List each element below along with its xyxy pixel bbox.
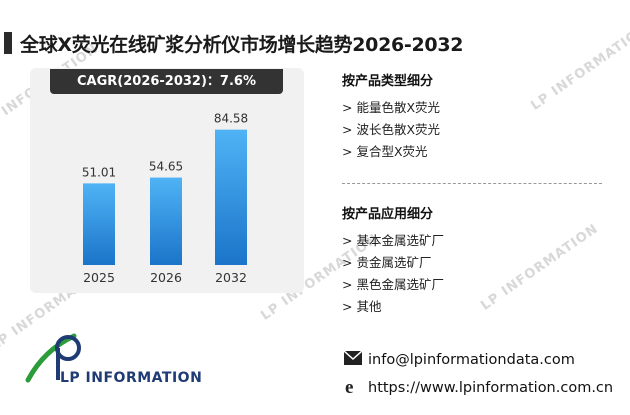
cagr-badge: CAGR(2026-2032)：7.6% — [50, 69, 283, 94]
x-tick-label: 2026 — [150, 270, 182, 285]
website-text: https://www.lpinformation.com.cn — [368, 380, 614, 396]
list-item: > 波长色散X荧光 — [342, 122, 441, 137]
list-item: > 基本金属选矿厂 — [342, 233, 444, 248]
contact-website[interactable]: e https://www.lpinformation.com.cn — [344, 377, 613, 399]
title-accent-bar — [4, 32, 12, 54]
divider — [342, 183, 602, 184]
bar-2025 — [83, 183, 115, 265]
product-segment-title: 按产品类型细分 — [342, 74, 434, 89]
lp-logo-mark — [25, 333, 81, 383]
watermark: LP INFORMATION — [528, 21, 630, 114]
list-item: > 贵金属选矿厂 — [342, 255, 432, 270]
bar-2032 — [215, 129, 247, 265]
bar-2026 — [150, 177, 182, 265]
x-tick-label: 2032 — [215, 270, 247, 285]
list-item: > 复合型X荧光 — [342, 144, 428, 159]
list-item: > 能量色散X荧光 — [342, 100, 441, 115]
svg-text:e: e — [345, 377, 353, 395]
contact-email[interactable]: info@lpinformationdata.com — [343, 350, 575, 369]
bar-chart: 51.01 2025 54.65 2026 84.58 2032 — [82, 112, 248, 285]
product-segment-list: > 能量色散X荧光 > 波长色散X荧光 > 复合型X荧光 — [342, 97, 440, 163]
logo-text: LP INFORMATION — [60, 370, 203, 386]
data-label: 84.58 — [214, 112, 248, 126]
watermark: LP INFORMATION — [478, 221, 602, 314]
envelope-icon — [343, 350, 363, 369]
application-segment-title: 按产品应用细分 — [342, 207, 434, 222]
x-tick-label: 2025 — [83, 270, 115, 285]
browser-e-icon: e — [344, 377, 362, 399]
email-text: info@lpinformationdata.com — [368, 352, 575, 368]
data-label: 51.01 — [82, 165, 116, 179]
application-segment-list: > 基本金属选矿厂 > 贵金属选矿厂 > 黑色金属选矿厂 > 其他 — [342, 230, 444, 318]
list-item: > 黑色金属选矿厂 — [342, 277, 444, 292]
list-item: > 其他 — [342, 299, 382, 314]
page-title: 全球X荧光在线矿浆分析仪市场增长趋势2026-2032 — [20, 34, 464, 56]
data-label: 54.65 — [149, 160, 183, 174]
